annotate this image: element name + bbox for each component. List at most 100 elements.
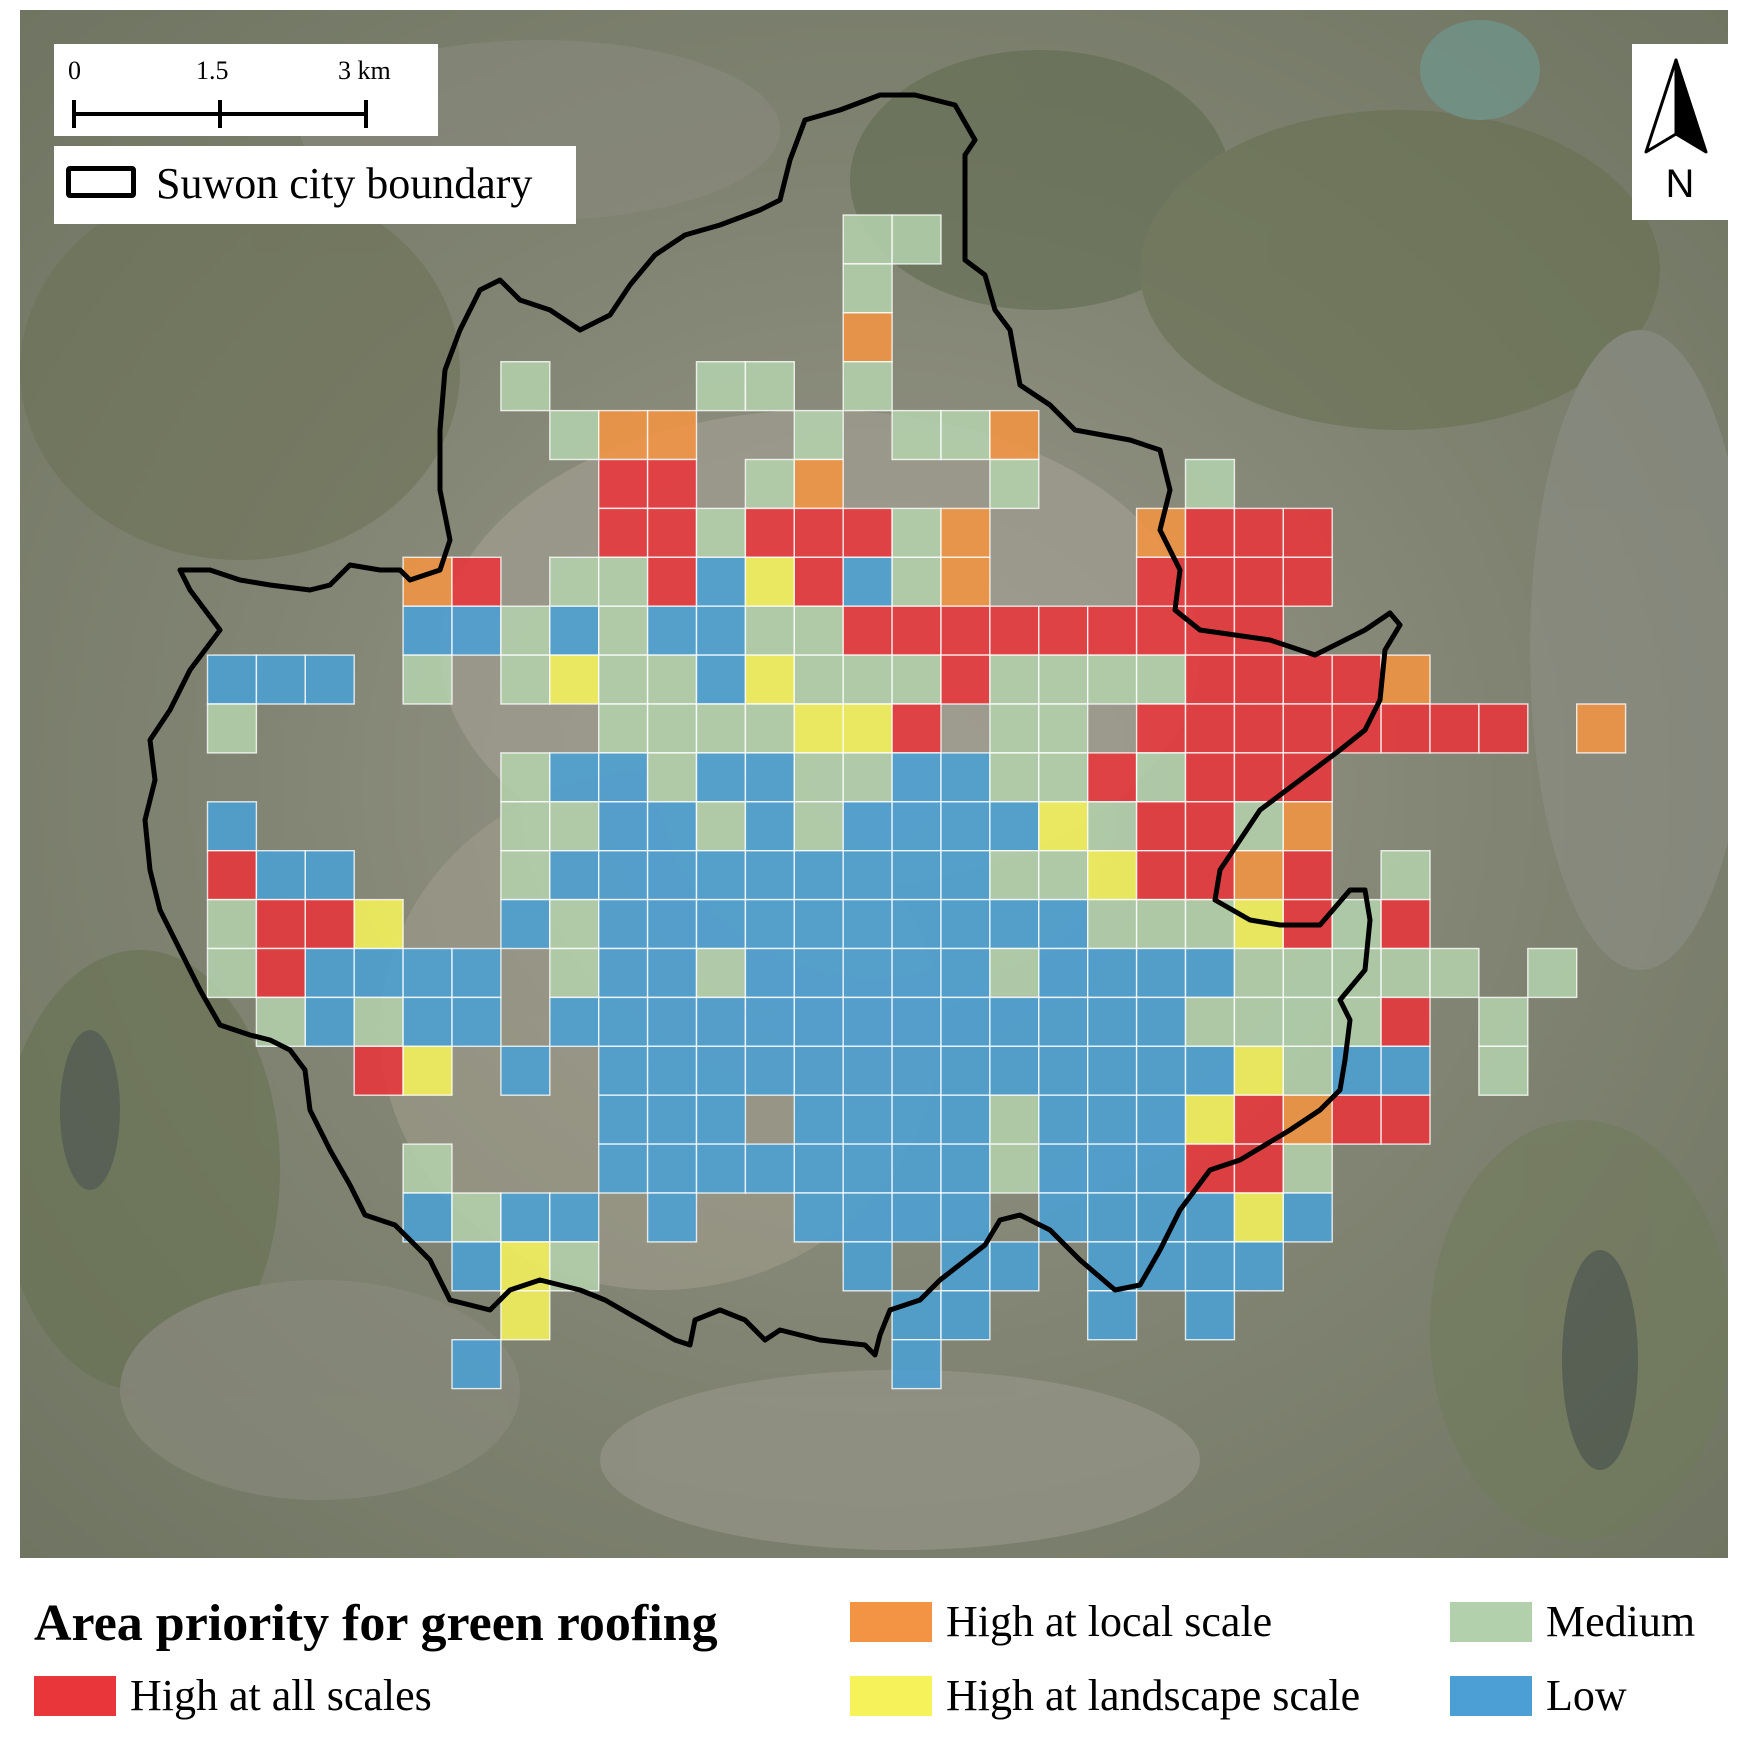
grid-cell-all — [1380, 898, 1431, 950]
grid-cell-low — [842, 1143, 893, 1194]
grid-cell-all — [1282, 850, 1333, 901]
grid-cell-low — [793, 898, 844, 950]
scale-mark-mid — [218, 100, 222, 128]
grid-cell-medium — [402, 654, 453, 705]
scale-mark-end — [364, 100, 368, 128]
grid-cell-low — [1184, 1045, 1236, 1096]
grid-cell-low — [793, 1143, 844, 1194]
grid-cell-low — [744, 1143, 796, 1194]
grid-cell-low — [842, 801, 893, 852]
grid-cell-all — [1184, 507, 1236, 558]
grid-cell-medium — [891, 507, 942, 558]
grid-cell-low — [891, 1143, 942, 1194]
grid-cell-low — [598, 898, 649, 950]
grid-cell-landscape — [1184, 1094, 1236, 1145]
grid-cell-low — [549, 850, 600, 901]
grid-cell-low — [646, 850, 698, 901]
grid-cell-medium — [206, 947, 258, 999]
grid-cell-medium — [744, 703, 796, 754]
grid-cell-medium — [842, 263, 893, 314]
grid-cell-low — [1233, 1241, 1285, 1292]
grid-cell-low — [744, 850, 796, 901]
grid-cell-low — [793, 1045, 844, 1096]
grid-cell-all — [793, 556, 844, 607]
grid-cell-all — [1282, 703, 1333, 754]
grid-cell-medium — [744, 605, 796, 656]
grid-cell-medium — [549, 801, 600, 852]
grid-cell-medium — [842, 654, 893, 705]
grid-cell-low — [1038, 1045, 1089, 1096]
grid-cell-low — [1086, 1192, 1138, 1243]
grid-cell-local — [842, 312, 893, 363]
grid-cell-low — [695, 996, 747, 1048]
scale-bar: 0 1.5 3 km — [54, 44, 438, 136]
scale-label-0: 0 — [68, 56, 81, 85]
grid-cell-medium — [549, 409, 600, 461]
grid-cell-medium — [989, 458, 1040, 510]
grid-cell-landscape — [500, 1290, 551, 1341]
grid-cell-medium — [1282, 1143, 1333, 1194]
grid-cell-all — [1233, 556, 1285, 607]
grid-cell-low — [695, 556, 747, 607]
grid-cell-low — [793, 1192, 844, 1243]
grid-cell-all — [304, 898, 355, 950]
boundary-legend-label: Suwon city boundary — [156, 159, 533, 208]
grid-cell-low — [646, 996, 698, 1048]
grid-cell-low — [891, 1045, 942, 1096]
grid-cell-all — [1184, 654, 1236, 705]
grid-cell-medium — [1478, 1045, 1529, 1096]
grid-cell-all — [1282, 507, 1333, 558]
grid-cell-low — [989, 898, 1040, 950]
grid-cell-medium — [1135, 898, 1187, 950]
grid-cell-all — [353, 1045, 404, 1096]
grid-cell-medium — [989, 654, 1040, 705]
grid-cell-low — [695, 1094, 747, 1145]
grid-cell-medium — [1282, 1045, 1333, 1096]
legend-label-low: Low — [1546, 1671, 1627, 1720]
grid-cell-low — [989, 1241, 1040, 1292]
grid-cell-medium — [744, 458, 796, 510]
grid-cell-low — [402, 1192, 453, 1243]
grid-cell-low — [598, 1143, 649, 1194]
grid-cell-medium — [1086, 801, 1138, 852]
grid-cell-medium — [744, 361, 796, 412]
legend-swatch-low — [1450, 1676, 1532, 1716]
grid-cell-low — [1086, 1290, 1138, 1341]
grid-cell-all — [1086, 752, 1138, 803]
grid-cell-low — [1380, 1045, 1431, 1096]
grid-cell-low — [646, 1143, 698, 1194]
grid-cell-low — [940, 801, 991, 852]
grid-cell-low — [891, 1290, 942, 1341]
legend-swatch-high-all — [34, 1676, 116, 1716]
grid-cell-low — [744, 898, 796, 950]
grid-cell-low — [1135, 1094, 1187, 1145]
grid-cell-low — [1038, 1094, 1089, 1145]
grid-cell-medium — [1135, 654, 1187, 705]
grid-cell-all — [206, 850, 258, 901]
grid-cell-low — [842, 947, 893, 999]
grid-cell-low — [304, 654, 355, 705]
grid-cell-low — [891, 752, 942, 803]
grid-cell-medium — [500, 361, 551, 412]
grid-cell-all — [1233, 605, 1285, 656]
grid-cell-low — [1184, 947, 1236, 999]
grid-cell-landscape — [549, 654, 600, 705]
grid-cell-low — [451, 996, 502, 1048]
grid-cell-low — [500, 1045, 551, 1096]
grid-cell-low — [1038, 947, 1089, 999]
grid-cell-all — [451, 556, 502, 607]
grid-cell-medium — [1184, 996, 1236, 1048]
north-arrow: N — [1632, 44, 1728, 220]
city-boundary — [142, 92, 1403, 1358]
grid-cell-low — [549, 752, 600, 803]
grid-cell-low — [842, 898, 893, 950]
grid-cell-low — [451, 1338, 502, 1390]
grid-cell-low — [304, 850, 355, 901]
grid-cell-medium — [1331, 898, 1382, 950]
grid-cell-low — [891, 898, 942, 950]
grid-cell-local — [646, 409, 698, 461]
grid-cell-medium — [793, 605, 844, 656]
grid-cell-low — [1086, 1045, 1138, 1096]
grid-cell-medium — [353, 996, 404, 1048]
grid-cell-landscape — [744, 556, 796, 607]
